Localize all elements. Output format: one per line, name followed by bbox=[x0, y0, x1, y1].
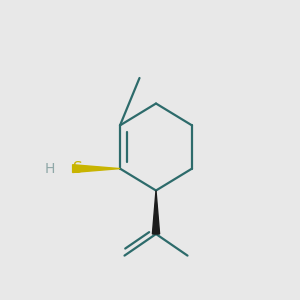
Polygon shape bbox=[152, 190, 160, 234]
Text: S: S bbox=[73, 161, 83, 176]
Text: H: H bbox=[44, 162, 55, 176]
Polygon shape bbox=[73, 165, 120, 172]
